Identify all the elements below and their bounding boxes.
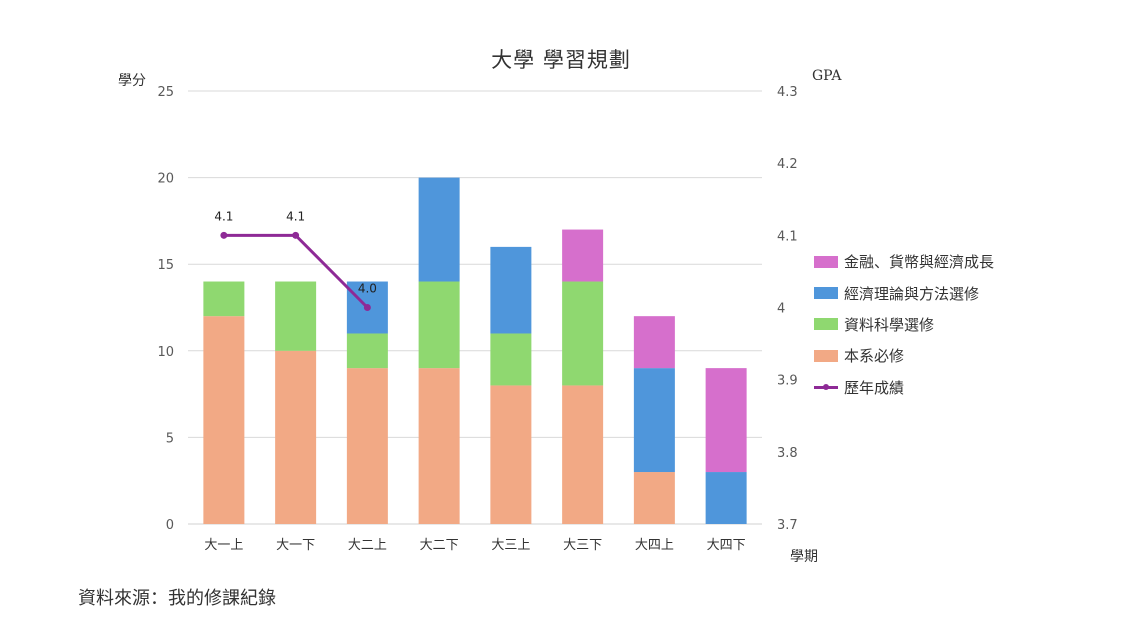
bar-segment [562, 229, 604, 282]
bar-segment [418, 281, 460, 369]
x-tick-label: 大四上 [635, 538, 674, 553]
bar-segment [490, 385, 532, 524]
bar-segment [490, 333, 532, 386]
gpa-data-label: 4.0 [358, 282, 377, 296]
bar-segment [633, 472, 675, 524]
bar-segment [633, 316, 675, 369]
legend-item: 金融、貨幣與經濟成長 [814, 246, 994, 277]
chart-legend: 金融、貨幣與經濟成長 經濟理論與方法選修 資料科學選修 本系必修歷年成績 [814, 246, 994, 403]
y-tick-label: 25 [157, 85, 174, 100]
gpa-data-label: 4.1 [214, 209, 233, 223]
gpa-point [292, 231, 300, 239]
bar-segment [418, 177, 460, 282]
legend-swatch [814, 287, 838, 300]
bar-segment [346, 333, 388, 369]
legend-label: 經濟理論與方法選修 [844, 284, 980, 303]
legend-item: 資料科學選修 [814, 309, 994, 340]
x-tick-label: 大一下 [276, 538, 315, 553]
y-tick-label: 10 [157, 345, 174, 360]
legend-label: 金融、貨幣與經濟成長 [844, 253, 995, 272]
bar-segment [203, 316, 245, 524]
x-tick-label: 大三上 [491, 538, 530, 553]
bar-segment [275, 281, 317, 351]
bar-segment [346, 368, 388, 524]
x-tick-label: 大一上 [204, 538, 243, 553]
x-tick-label: 大二下 [420, 538, 459, 553]
y-tick-label: 15 [157, 258, 174, 273]
x-tick-label: 大四下 [707, 538, 746, 553]
y2-tick-label: 4.1 [777, 229, 798, 244]
bar-segment [633, 368, 675, 473]
legend-item: 本系必修 [814, 340, 994, 371]
gpa-point [363, 304, 371, 311]
y2-tick-label: 3.8 [777, 446, 798, 461]
bar-segment [418, 368, 460, 524]
gpa-point [220, 231, 228, 239]
x-tick-label: 大三下 [563, 538, 602, 553]
bar-segment [705, 368, 747, 473]
x-tick-label: 大二上 [348, 538, 387, 553]
y2-tick-label: 4.3 [777, 85, 798, 100]
y-tick-label: 5 [166, 431, 174, 446]
legend-swatch [814, 349, 838, 362]
y2-tick-label: 4 [777, 302, 785, 317]
legend-swatch [814, 318, 838, 331]
x-axis-title: 學期 [790, 549, 818, 565]
legend-item: 歷年成績 [814, 372, 994, 403]
legend-swatch [814, 255, 838, 268]
y-tick-label: 20 [157, 172, 174, 187]
bar-segment [203, 281, 245, 317]
y-tick-label: 0 [166, 518, 174, 533]
y-axis-title: 學分 [118, 73, 146, 89]
y2-tick-label: 4.2 [777, 157, 798, 172]
source-note: 資料來源：我的修課紀錄 [78, 588, 276, 609]
chart-title: 大學 學習規劃 [491, 48, 631, 72]
legend-item: 經濟理論與方法選修 [814, 277, 994, 308]
legend-label: 本系必修 [844, 347, 905, 366]
legend-label: 資料科學選修 [844, 315, 935, 334]
gpa-data-label: 4.1 [286, 209, 305, 223]
bar-segment [562, 385, 604, 524]
legend-label: 歷年成績 [844, 378, 905, 397]
bar-segment [562, 281, 604, 386]
y2-tick-label: 3.7 [777, 518, 798, 533]
bar-segment [490, 246, 532, 334]
bar-segment [275, 350, 317, 524]
legend-line-marker [814, 381, 838, 393]
bar-segment [705, 472, 747, 524]
y2-tick-label: 3.9 [777, 374, 798, 389]
y2-axis-title: GPA [812, 68, 842, 84]
